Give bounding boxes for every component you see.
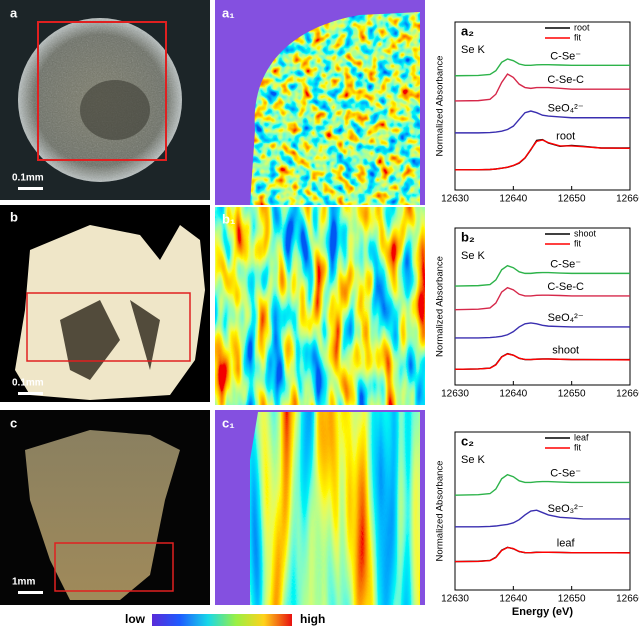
x-tick-label: 12630: [441, 389, 469, 400]
y-axis-label: Normalized Absorbance: [435, 256, 446, 357]
panel-label: c₂: [461, 433, 474, 448]
scale-bar-label: 0.1mm: [12, 173, 44, 184]
colorbar: low high: [125, 612, 325, 626]
image-a: a 0.1mm: [0, 0, 210, 200]
curve-label: C-Se-C: [547, 281, 584, 293]
curve-label: leaf: [557, 538, 576, 550]
legend-label: root: [574, 22, 590, 32]
x-tick-label: 12650: [558, 194, 586, 205]
x-tick-label: 12640: [499, 194, 527, 205]
element-label: Se K: [461, 454, 486, 466]
curve-label: root: [556, 130, 575, 142]
spectrum-line: [454, 139, 631, 171]
panel-label: c: [10, 415, 17, 430]
plot-frame: [454, 227, 631, 386]
panel-label: c₁: [222, 415, 235, 430]
curve-label: C-Se⁻: [550, 467, 581, 479]
element-label: Se K: [461, 250, 486, 262]
scale-bar-label: 1mm: [12, 577, 35, 588]
spectrum-line: [454, 546, 631, 563]
curve-label: C-Se⁻: [550, 50, 581, 62]
colorbar-low: low: [125, 612, 146, 626]
map-c1: c₁: [215, 410, 425, 605]
x-tick-label: 12640: [499, 594, 527, 605]
x-axis-label: Energy (eV): [512, 606, 573, 618]
x-tick-label: 12660: [616, 389, 639, 400]
spectrum-line: [454, 352, 630, 370]
panel-label: a: [10, 5, 18, 20]
curve-label: SeO₄²⁻: [548, 103, 584, 115]
panel-label: b₂: [461, 229, 475, 244]
legend-label: fit: [574, 238, 582, 248]
x-tick-label: 12630: [441, 194, 469, 205]
spectrum-line: [454, 58, 630, 77]
curve-label: C-Se⁻: [550, 258, 581, 270]
image-b: b 0.1mm: [0, 205, 210, 402]
x-tick-label: 12660: [616, 594, 639, 605]
panel-label: b₁: [222, 211, 235, 226]
panel-label: a₂: [461, 23, 474, 38]
x-tick-label: 12650: [558, 389, 586, 400]
map-a1: a₁: [215, 0, 425, 205]
spectrum-line: [454, 353, 631, 370]
plot-frame: [454, 431, 631, 591]
legend-label: shoot: [574, 228, 597, 238]
x-tick-label: 12630: [441, 594, 469, 605]
panel-label: a₁: [222, 5, 235, 20]
spectrum-line: [454, 264, 630, 287]
x-tick-label: 12640: [499, 389, 527, 400]
image-c: c 1mm: [0, 410, 210, 605]
spectrum-line: [455, 138, 630, 171]
colorbar-high: high: [300, 612, 325, 626]
scale-bar-label: 0.1mm: [12, 378, 44, 389]
panel-label: b: [10, 209, 18, 224]
curve-label: C-Se-C: [547, 74, 584, 86]
spectra: 12630 12640 12650 12660 Normalized Absorbanc…: [435, 21, 639, 618]
spectrum-line: [454, 73, 630, 102]
x-tick-label: 12660: [616, 194, 639, 205]
element-label: Se K: [461, 44, 486, 56]
spectrum-line: [455, 110, 630, 134]
curve-label: SeO₃²⁻: [548, 503, 584, 515]
legend-label: leaf: [574, 432, 589, 442]
spectrum-line: [454, 286, 630, 311]
x-tick-label: 12650: [558, 594, 586, 605]
curve-label: SeO₄²⁻: [548, 312, 584, 324]
legend-label: fit: [574, 442, 582, 452]
spectrum-line: [454, 473, 630, 496]
legend-label: fit: [574, 32, 582, 42]
spectrum-line: [455, 322, 630, 339]
curve-label: shoot: [552, 344, 579, 356]
spectrum-line: [454, 546, 630, 563]
plot-frame: [454, 21, 631, 191]
y-axis-label: Normalized Absorbance: [435, 461, 446, 562]
spectrum-line: [455, 509, 630, 528]
y-axis-label: Normalized Absorbance: [435, 56, 446, 157]
map-b1: b₁: [215, 207, 425, 405]
